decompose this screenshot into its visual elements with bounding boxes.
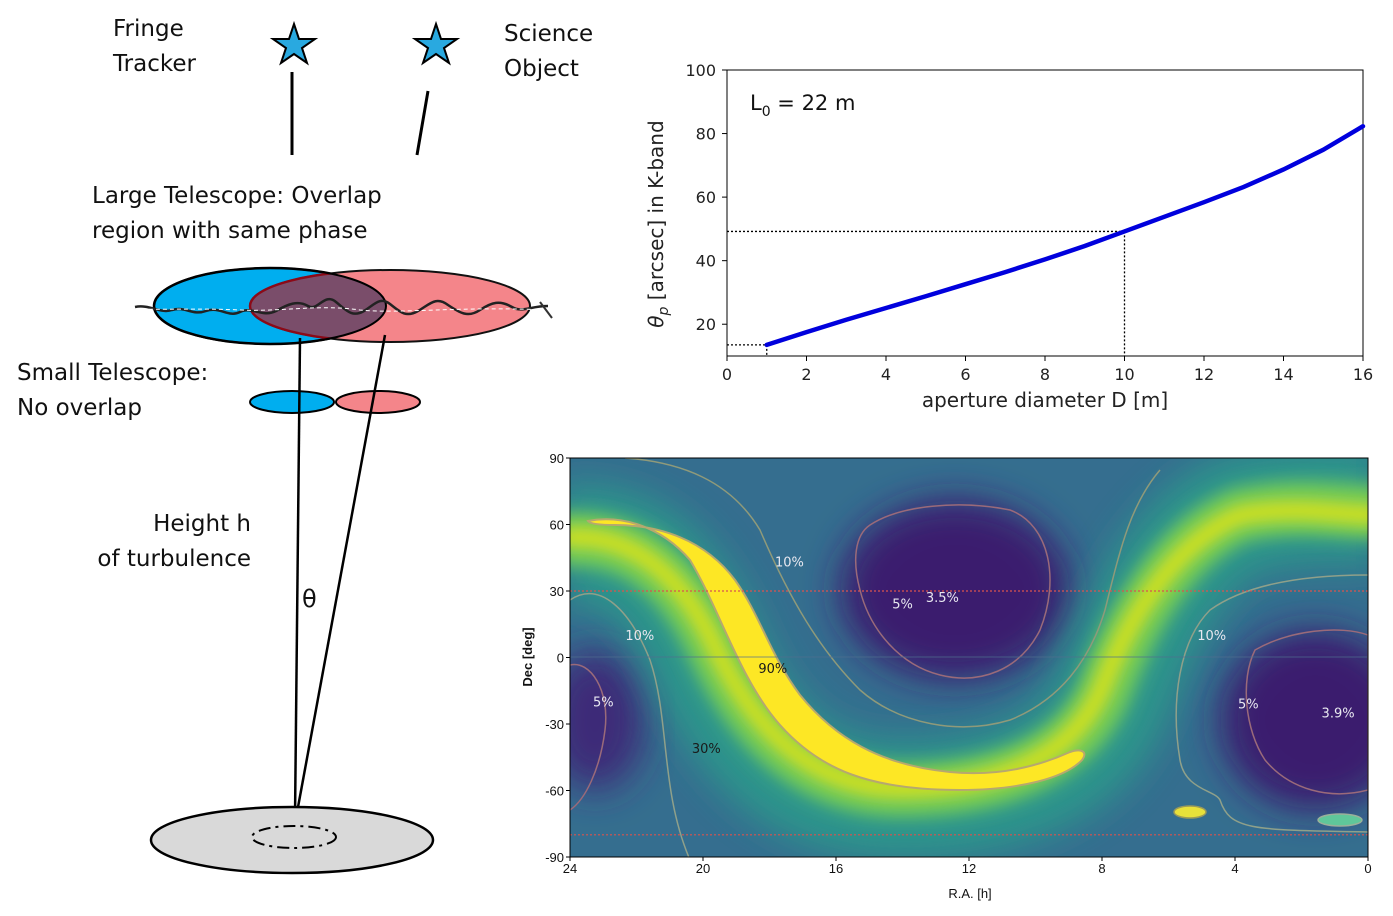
x-tick-label-0: 0 [722, 365, 732, 384]
ra-tick-label-1: 20 [696, 861, 710, 876]
contour-label-4: 90% [758, 662, 787, 677]
line-chart-xlabel: aperture diameter D [m] [922, 388, 1168, 412]
y-tick-label-1: 40 [696, 252, 716, 271]
ra-tick-label-5: 4 [1231, 861, 1238, 876]
x-tick-label-8: 16 [1353, 365, 1373, 384]
x-tick-label-1: 2 [801, 365, 811, 384]
dec-tick-label-6: -90 [545, 850, 564, 865]
contour-5pct-east [1245, 629, 1368, 795]
heatmap-field [570, 458, 1368, 857]
contour-5pct-west [570, 663, 607, 811]
dec-tick-label-1: 60 [550, 518, 564, 533]
high-coverage-band [586, 518, 1086, 792]
y-tick-label-2: 60 [696, 188, 716, 207]
ra-tick-label-0: 24 [563, 861, 577, 876]
ra-tick-label-4: 8 [1098, 861, 1105, 876]
contour-label-6: 30% [692, 742, 721, 757]
y-tick-label-3: 80 [696, 125, 716, 144]
contour-label-2: 3.5% [926, 591, 959, 606]
small-telescope-science-footprint [335, 390, 421, 414]
x-tick-label-7: 14 [1273, 365, 1293, 384]
contour-10pct-east [1175, 574, 1368, 833]
outer-scale-annotation: L0 = 22 m [750, 91, 855, 120]
contour-10pct-west [570, 593, 690, 857]
dec-tick-label-2: 30 [550, 584, 564, 599]
small-telescope-label: Small Telescope: No overlap [17, 360, 209, 421]
fringe-tracker-star-icon [269, 20, 319, 66]
turbulence-height-label: Height h of turbulence [97, 511, 251, 572]
ra-tick-label-6: 0 [1364, 861, 1371, 876]
contour-label-8: 5% [1238, 697, 1259, 712]
contour-label-0: 10% [775, 556, 804, 571]
contour-label-3: 10% [625, 629, 654, 644]
line-chart-ylabel: θp [arcsec] in K-band [644, 120, 672, 327]
x-tick-label-4: 8 [1040, 365, 1050, 384]
contour-label-5: 5% [593, 695, 614, 710]
x-tick-label-5: 10 [1114, 365, 1134, 384]
overlap-region [250, 270, 386, 342]
dec-tick-label-4: -30 [545, 717, 564, 732]
small-telescope-fringe-footprint [249, 390, 335, 414]
science-object-star-icon [411, 20, 461, 66]
y-tick-label-0: 20 [696, 315, 716, 334]
ground-aperture [149, 805, 435, 875]
contour-10pct-middle [624, 458, 1161, 728]
fringe-tracker-ray [293, 337, 302, 819]
contour-label-9: 3.9% [1322, 706, 1355, 721]
dec-tick-label-0: 90 [550, 451, 564, 466]
x-tick-label-2: 4 [881, 365, 891, 384]
heatmap-ylabel: Dec [deg] [520, 627, 535, 686]
heatmap-xlabel: R.A. [h] [948, 886, 991, 901]
theta-p-series-line [764, 123, 1366, 348]
contour-5pct-center [854, 504, 1051, 679]
large-telescope-label: Large Telescope: Overlap region with sam… [92, 183, 382, 244]
ra-tick-label-3: 12 [962, 861, 976, 876]
ra-tick-label-2: 16 [829, 861, 843, 876]
science-object-beam-line [415, 90, 430, 156]
contour-label-7: 10% [1197, 629, 1226, 644]
dec-tick-label-3: 0 [557, 651, 564, 666]
x-tick-label-3: 6 [960, 365, 970, 384]
small-aperture-outline [251, 825, 337, 849]
dec-tick-label-5: -60 [545, 784, 564, 799]
theta-label: θ [302, 585, 317, 613]
science-object-label: Science Object [504, 21, 594, 82]
science-object-ray [294, 334, 387, 819]
y-tick-label-4: 100 [685, 61, 716, 80]
fringe-tracker-label: Fringe Tracker [113, 16, 196, 77]
turbulence-wavefront [134, 298, 549, 316]
x-tick-label-6: 12 [1194, 365, 1214, 384]
contour-label-1: 5% [892, 598, 913, 613]
